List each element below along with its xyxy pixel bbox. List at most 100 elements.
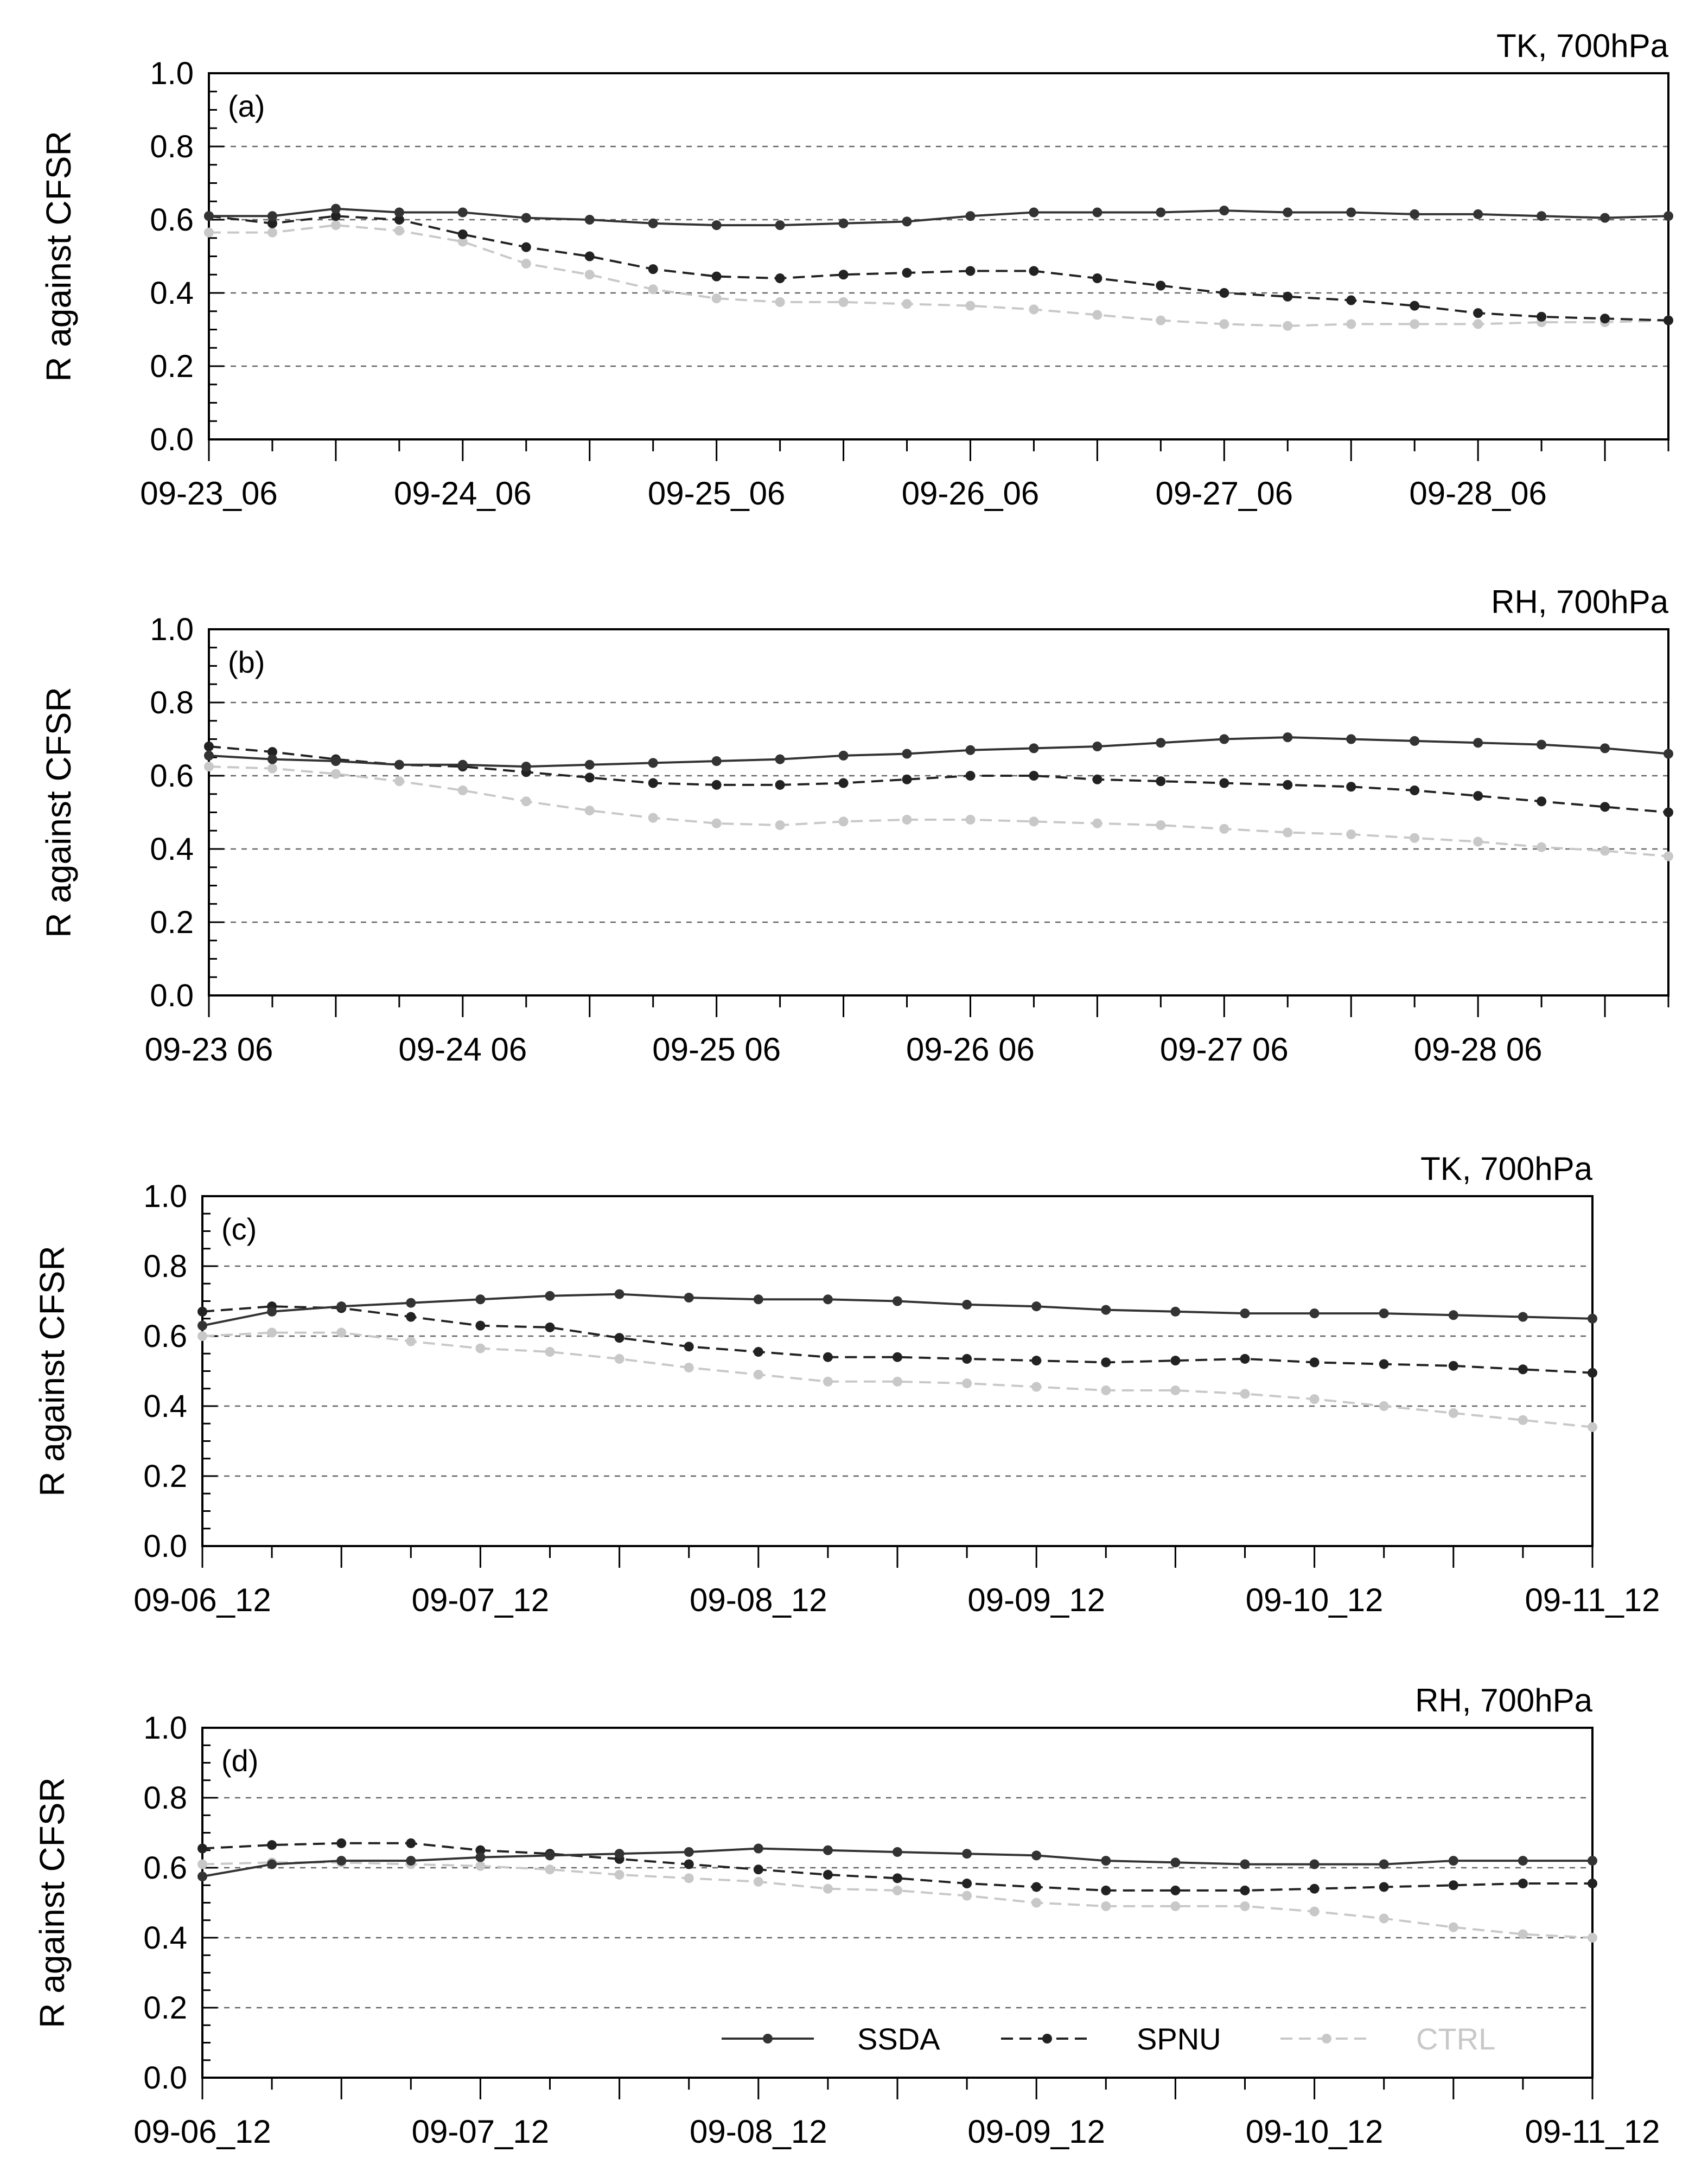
data-point-ctrl — [1379, 1913, 1389, 1924]
data-point-spnu — [965, 771, 976, 781]
data-point-spnu — [1664, 315, 1673, 325]
data-point-spnu — [1029, 771, 1039, 781]
data-point-ctrl — [197, 1331, 207, 1341]
x-tick-label: 09-23_06 — [140, 475, 278, 512]
data-point-spnu — [1092, 273, 1102, 283]
data-point-ssda — [648, 218, 658, 228]
data-point-ctrl — [775, 820, 785, 831]
data-point-ssda — [545, 1291, 555, 1301]
y-tick-label: 0.2 — [143, 1990, 187, 2026]
legend-marker-spnu — [1042, 2034, 1052, 2043]
data-point-ctrl — [823, 1376, 833, 1387]
data-point-spnu — [204, 742, 214, 751]
data-point-ssda — [823, 1845, 833, 1855]
data-point-ssda — [1588, 1856, 1597, 1866]
data-point-ssda — [457, 759, 468, 770]
data-point-ctrl — [545, 1347, 555, 1357]
plot-frame — [208, 72, 1669, 440]
x-tick-label: 09-11_12 — [1525, 1582, 1660, 1618]
x-tick-label: 09-11_12 — [1525, 2113, 1660, 2150]
y-tick-label: 0.2 — [150, 905, 194, 940]
data-point-ctrl — [267, 763, 277, 774]
data-point-spnu — [1600, 314, 1610, 324]
data-point-spnu — [475, 1320, 486, 1331]
data-point-spnu — [267, 747, 277, 757]
data-point-spnu — [521, 242, 531, 252]
data-point-ssda — [775, 754, 785, 764]
data-point-ssda — [775, 220, 785, 231]
data-point-spnu — [614, 1333, 624, 1343]
data-point-ctrl — [330, 220, 341, 231]
data-point-spnu — [838, 778, 849, 788]
panel-tag: (b) — [228, 645, 265, 679]
data-point-spnu — [648, 264, 658, 274]
panel-a: 0.0 0.2 0.4 0.6 0.8 1.0 09-23_06 09-24_06 09-25_… — [39, 28, 1673, 512]
y-tick-label: 0.4 — [150, 832, 194, 867]
data-point-ssda — [1283, 207, 1293, 218]
data-point-ctrl — [1346, 829, 1356, 839]
data-point-spnu — [1283, 291, 1293, 302]
data-point-spnu — [711, 780, 722, 790]
data-point-spnu — [684, 1859, 694, 1869]
data-point-ssda — [1029, 743, 1039, 753]
data-point-ssda — [1537, 739, 1547, 750]
data-point-spnu — [1283, 780, 1293, 790]
data-point-ctrl — [1309, 1394, 1320, 1404]
data-point-ctrl — [711, 293, 722, 304]
data-point-ssda — [893, 1296, 902, 1306]
data-point-ssda — [1031, 1850, 1042, 1861]
y-tick-label: 0.4 — [150, 276, 194, 311]
data-point-ssda — [1092, 742, 1102, 751]
data-point-ctrl — [648, 813, 658, 823]
data-point-ctrl — [1170, 1385, 1181, 1395]
data-point-spnu — [1170, 1356, 1181, 1366]
data-point-ssda — [267, 1859, 277, 1869]
data-point-ctrl — [1240, 1901, 1250, 1911]
plot-frame — [201, 1195, 1594, 1547]
data-point-spnu — [1346, 295, 1356, 305]
data-point-ctrl — [394, 776, 404, 787]
data-point-ssda — [1240, 1308, 1250, 1319]
data-point-spnu — [753, 1864, 763, 1875]
plot-frame — [208, 628, 1669, 997]
data-point-ctrl — [1156, 820, 1166, 831]
data-point-ssda — [1283, 732, 1293, 743]
data-point-ctrl — [775, 297, 785, 307]
data-point-spnu — [823, 1352, 833, 1362]
data-point-ctrl — [475, 1861, 486, 1871]
data-point-ctrl — [1031, 1382, 1042, 1392]
data-point-ssda — [204, 750, 214, 761]
panel-title: TK, 700hPa — [1420, 1151, 1593, 1187]
data-point-ctrl — [521, 259, 531, 269]
y-tick-label: 0.6 — [143, 1850, 187, 1886]
data-point-ctrl — [965, 301, 976, 311]
data-point-ctrl — [1092, 310, 1102, 320]
data-point-spnu — [1379, 1882, 1389, 1892]
data-point-ssda — [1588, 1313, 1597, 1324]
y-axis-label: R against CFSR — [33, 1246, 72, 1496]
data-point-ctrl — [330, 769, 341, 779]
data-point-spnu — [962, 1353, 972, 1364]
data-point-ssda — [902, 216, 912, 227]
data-point-ssda — [1518, 1312, 1528, 1322]
data-point-ctrl — [267, 1327, 277, 1338]
data-point-spnu — [1240, 1885, 1250, 1895]
data-point-ctrl — [1537, 842, 1547, 852]
data-point-spnu — [330, 211, 341, 221]
data-point-ssda — [1537, 211, 1547, 221]
panel-tag: (c) — [221, 1212, 257, 1246]
data-point-spnu — [1170, 1885, 1181, 1895]
y-tick-label: 0.6 — [150, 758, 194, 794]
y-tick-label: 0.4 — [143, 1920, 187, 1956]
data-point-ctrl — [1448, 1408, 1458, 1418]
data-point-spnu — [457, 229, 468, 239]
data-point-ctrl — [1518, 1929, 1528, 1939]
data-point-ctrl — [457, 237, 468, 247]
data-point-ssda — [330, 756, 341, 766]
data-point-ssda — [1092, 207, 1102, 218]
series-line-ctrl — [202, 1861, 1593, 1939]
data-point-spnu — [1518, 1879, 1528, 1889]
legend-marker-ctrl — [1322, 2034, 1331, 2043]
data-point-ssda — [545, 1850, 555, 1861]
data-point-spnu — [336, 1838, 347, 1848]
